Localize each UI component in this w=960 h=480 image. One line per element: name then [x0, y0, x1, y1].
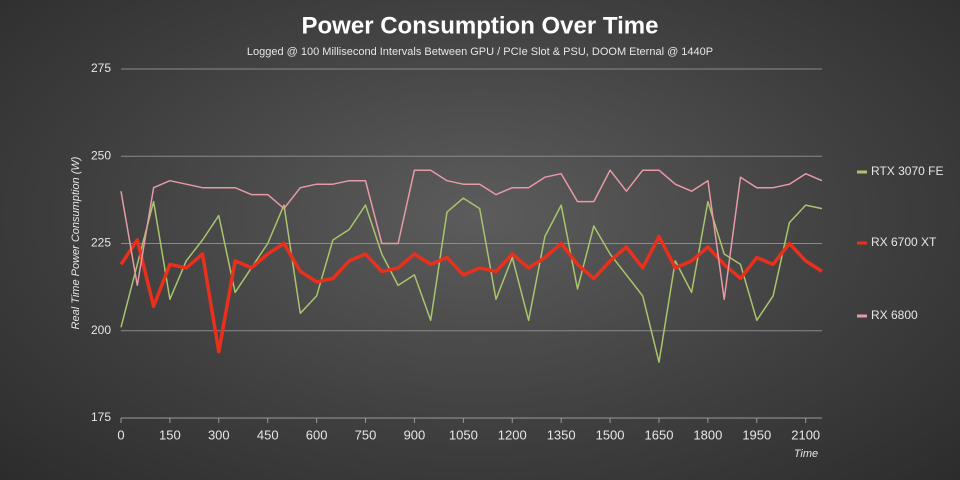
x-tick-label: 750 [355, 427, 377, 442]
series-line [119, 234, 823, 354]
y-tick-label: 250 [91, 148, 111, 162]
x-tick-label: 1650 [645, 427, 674, 442]
x-tick-label: 1800 [693, 427, 722, 442]
x-tick-label: 0 [117, 427, 124, 442]
y-tick-label: 200 [91, 323, 111, 337]
y-axis-label: Real Time Power Consumption (W) [70, 156, 82, 329]
x-tick-label: 1950 [742, 427, 771, 442]
y-tick-label: 175 [91, 410, 111, 424]
legend-label: RX 6800 [871, 308, 918, 322]
y-tick-label: 225 [91, 236, 111, 250]
x-tick-label: 600 [306, 427, 328, 442]
series-line [120, 197, 823, 363]
x-axis-label: Time [794, 448, 818, 460]
x-tick-label: 900 [404, 427, 426, 442]
x-tick-label: 1350 [547, 427, 576, 442]
x-tick-label: 150 [159, 427, 181, 442]
chart-title: Power Consumption Over Time [302, 12, 659, 39]
chart-subtitle: Logged @ 100 Millisecond Intervals Betwe… [247, 46, 713, 58]
x-tick-label: 450 [257, 427, 279, 442]
y-tick-label: 275 [91, 61, 111, 75]
legend-label: RTX 3070 FE [871, 164, 943, 178]
series-line [120, 169, 823, 301]
x-tick-label: 2100 [791, 427, 820, 442]
legend-label: RX 6700 XT [871, 235, 937, 249]
x-tick-label: 1050 [449, 427, 478, 442]
x-tick-label: 1200 [498, 427, 527, 442]
x-tick-label: 300 [208, 427, 230, 442]
x-tick-label: 1500 [596, 427, 625, 442]
